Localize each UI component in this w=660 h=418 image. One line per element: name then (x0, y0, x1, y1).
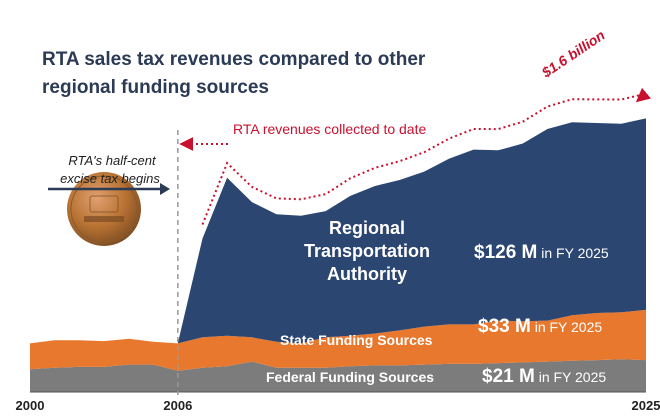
rta-value-suffix: in FY 2025 (537, 245, 609, 261)
federal-value-label: $21 M in FY 2025 (482, 366, 606, 387)
x-tick-labels: 2000 2006 2025 (16, 398, 660, 413)
rta-area-label: Regional Transportation Authority (304, 218, 430, 284)
state-value: $33 M (478, 316, 531, 337)
state-area (30, 309, 646, 371)
chart-title: RTA sales tax revenues compared to other… (42, 49, 426, 98)
tax-begins-annotation: RTA's half-cent excise tax begins (48, 153, 170, 195)
collected-to-date-label: RTA revenues collected to date (233, 121, 426, 137)
penny-icon (67, 172, 141, 246)
federal-value-suffix: in FY 2025 (535, 369, 607, 385)
rta-name-line-3: Authority (327, 264, 407, 284)
tax-begins-line-2: excise tax begins (60, 171, 160, 186)
state-value-suffix: in FY 2025 (531, 319, 603, 335)
cumulative-total-label: $1.6 billion (538, 27, 608, 81)
state-value-label: $33 M in FY 2025 (478, 316, 602, 337)
federal-area (30, 359, 646, 392)
rta-name-line-2: Transportation (304, 241, 430, 261)
area-layers (30, 118, 646, 392)
cumulative-dotted-line (201, 87, 652, 225)
x-tick-2006: 2006 (163, 398, 192, 413)
rta-name-line-1: Regional (329, 218, 405, 238)
tax-begins-arrow-head (160, 183, 170, 195)
rta-area (30, 118, 646, 344)
federal-value: $21 M (482, 366, 535, 387)
federal-area-label: Federal Funding Sources (266, 369, 434, 385)
rta-value-label: $126 M in FY 2025 (474, 242, 609, 263)
x-tick-2025: 2025 (632, 398, 660, 413)
state-area-label: State Funding Sources (280, 332, 433, 348)
x-tick-2000: 2000 (16, 398, 45, 413)
rta-value: $126 M (474, 242, 537, 263)
tax-begins-line-1: RTA's half-cent (68, 153, 157, 168)
